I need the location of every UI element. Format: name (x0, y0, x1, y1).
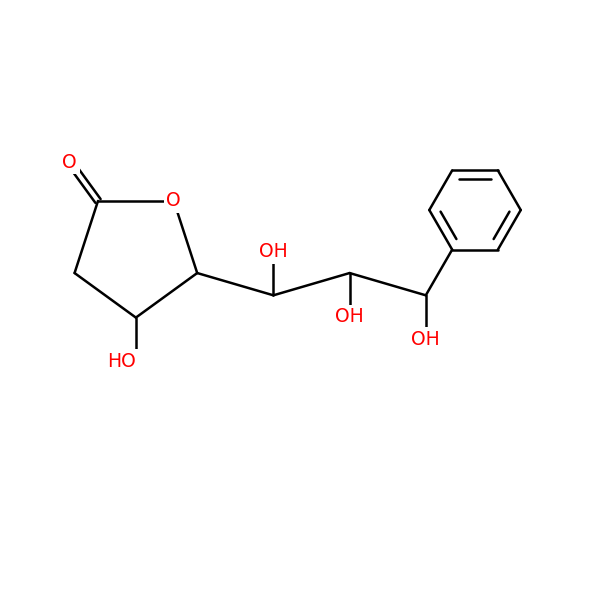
Text: HO: HO (107, 352, 136, 371)
Text: O: O (166, 191, 181, 211)
Text: OH: OH (259, 242, 288, 261)
Text: OH: OH (412, 330, 440, 349)
Text: O: O (62, 152, 77, 172)
Text: OH: OH (335, 307, 364, 326)
